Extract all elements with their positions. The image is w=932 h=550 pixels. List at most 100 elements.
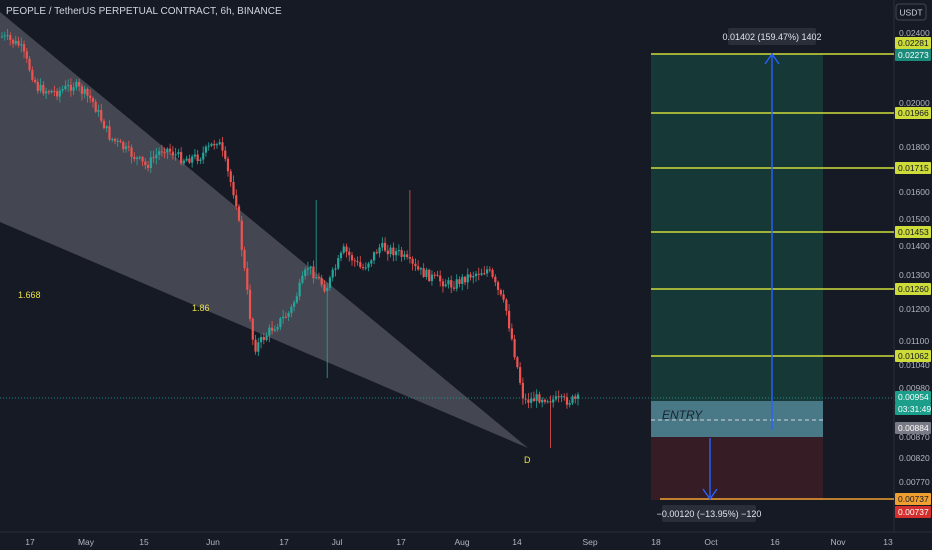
candle-body[interactable] — [146, 165, 150, 169]
candle-body[interactable] — [350, 255, 354, 261]
candle-body[interactable] — [337, 258, 340, 269]
candle-body[interactable] — [14, 40, 17, 44]
candle-body[interactable] — [348, 251, 351, 256]
symbol-title[interactable]: PEOPLE / TetherUS PERPETUAL CONTRACT, 6h… — [6, 6, 282, 17]
candle-body[interactable] — [254, 339, 257, 352]
candle-body[interactable] — [552, 399, 555, 403]
candle-body[interactable] — [469, 274, 472, 278]
candle-body[interactable] — [75, 81, 78, 88]
candle-body[interactable] — [381, 242, 384, 248]
candle-body[interactable] — [276, 327, 279, 330]
candle-body[interactable] — [425, 269, 428, 277]
candle-body[interactable] — [193, 154, 197, 157]
candle-body[interactable] — [560, 396, 563, 398]
candle-body[interactable] — [323, 284, 326, 292]
candle-body[interactable] — [502, 294, 505, 300]
candle-body[interactable] — [411, 258, 414, 264]
candle-body[interactable] — [461, 276, 464, 284]
candle-body[interactable] — [312, 266, 315, 279]
candle-body[interactable] — [33, 79, 37, 82]
candle-body[interactable] — [226, 158, 230, 172]
candle-body[interactable] — [395, 251, 398, 256]
candle-body[interactable] — [392, 247, 395, 256]
candle-body[interactable] — [485, 269, 489, 274]
candle-body[interactable] — [367, 263, 370, 268]
candle-body[interactable] — [127, 146, 130, 148]
candle-body[interactable] — [450, 280, 453, 288]
candle-body[interactable] — [155, 154, 158, 159]
candle-body[interactable] — [334, 268, 337, 270]
candle-body[interactable] — [133, 157, 136, 159]
candle-body[interactable] — [293, 302, 296, 307]
candle-body[interactable] — [428, 269, 431, 281]
candle-body[interactable] — [171, 151, 174, 156]
candle-body[interactable] — [9, 35, 12, 40]
candle-body[interactable] — [519, 367, 522, 383]
candle-body[interactable] — [111, 139, 114, 141]
candle-body[interactable] — [353, 260, 356, 262]
candle-body[interactable] — [430, 274, 434, 281]
candle-body[interactable] — [510, 328, 513, 340]
candle-body[interactable] — [290, 306, 293, 314]
candle-body[interactable] — [157, 151, 161, 155]
candle-body[interactable] — [204, 146, 208, 153]
candle-body[interactable] — [188, 158, 191, 163]
candle-body[interactable] — [160, 151, 163, 153]
candle-body[interactable] — [116, 140, 119, 142]
candle-body[interactable] — [568, 403, 571, 405]
candle-body[interactable] — [268, 327, 271, 336]
candle-body[interactable] — [541, 399, 544, 403]
candle-body[interactable] — [102, 120, 106, 129]
candle-body[interactable] — [433, 274, 436, 276]
candle-body[interactable] — [370, 260, 373, 264]
candle-body[interactable] — [524, 398, 527, 400]
candle-body[interactable] — [386, 250, 389, 255]
candle-body[interactable] — [94, 101, 97, 112]
candle-body[interactable] — [105, 126, 108, 129]
candle-body[interactable] — [251, 318, 254, 340]
candle-body[interactable] — [538, 394, 541, 403]
candle-body[interactable] — [39, 84, 42, 91]
candle-body[interactable] — [574, 396, 577, 399]
candle-body[interactable] — [78, 81, 81, 87]
candle-body[interactable] — [383, 242, 387, 251]
candle-body[interactable] — [563, 396, 566, 398]
candle-body[interactable] — [177, 152, 180, 155]
price-axis-panel[interactable] — [894, 0, 932, 550]
candle-body[interactable] — [22, 44, 26, 52]
candle-body[interactable] — [397, 250, 400, 252]
candle-body[interactable] — [210, 143, 213, 146]
candle-body[interactable] — [452, 287, 456, 289]
candle-body[interactable] — [262, 336, 265, 341]
candle-body[interactable] — [138, 157, 141, 159]
candle-body[interactable] — [42, 84, 45, 94]
candle-body[interactable] — [69, 84, 72, 91]
candle-body[interactable] — [169, 148, 172, 152]
candle-body[interactable] — [28, 58, 31, 71]
candle-body[interactable] — [436, 274, 439, 276]
candle-body[interactable] — [3, 35, 6, 37]
loss-zone[interactable] — [651, 437, 823, 500]
candle-body[interactable] — [44, 91, 48, 94]
candle-body[interactable] — [315, 277, 318, 279]
candle-body[interactable] — [0, 36, 4, 38]
candle-body[interactable] — [182, 160, 185, 164]
candle-body[interactable] — [152, 157, 155, 159]
candle-body[interactable] — [141, 157, 144, 162]
time-tick-labels[interactable]: 17 May 15 Jun 17 Jul 17 Aug 14 Sep 18 Oct 16 Nov 13 — [25, 537, 893, 547]
candle-body[interactable] — [419, 268, 423, 270]
candlestick-series[interactable] — [0, 28, 580, 448]
candle-body[interactable] — [422, 268, 425, 277]
candle-body[interactable] — [67, 84, 70, 86]
candle-body[interactable] — [378, 247, 381, 254]
candle-body[interactable] — [491, 269, 494, 277]
candle-body[interactable] — [532, 398, 536, 401]
candle-body[interactable] — [530, 398, 533, 403]
candle-body[interactable] — [571, 396, 574, 404]
candle-body[interactable] — [149, 157, 152, 169]
candle-body[interactable] — [284, 316, 287, 318]
candle-body[interactable] — [235, 195, 238, 207]
candle-body[interactable] — [97, 110, 100, 112]
candle-body[interactable] — [472, 276, 475, 278]
candle-body[interactable] — [375, 252, 378, 254]
